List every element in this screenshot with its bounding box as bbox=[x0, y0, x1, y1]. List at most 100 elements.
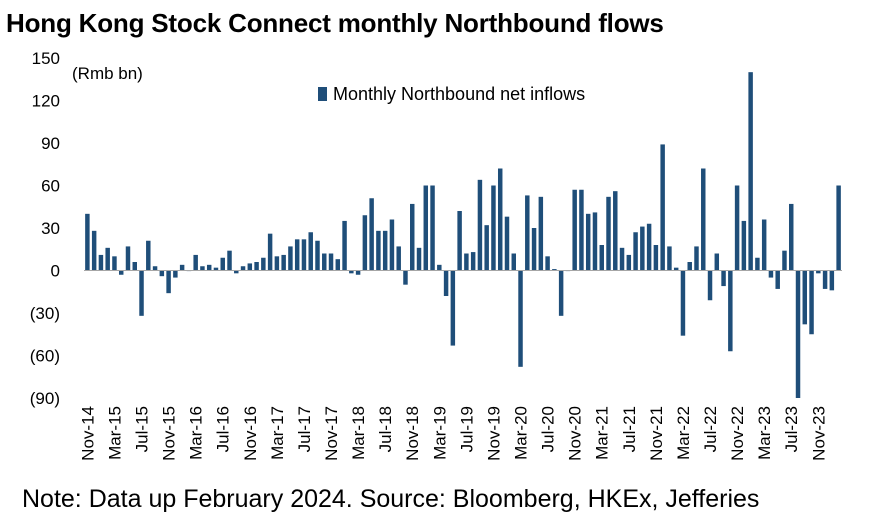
y-axis: 150 120 90 60 30 0 (30) (60) (90) bbox=[30, 49, 60, 408]
bar bbox=[680, 270, 686, 336]
x-tick-label: Jul-20 bbox=[539, 406, 558, 452]
bar bbox=[673, 267, 679, 271]
bar bbox=[362, 215, 368, 271]
bar bbox=[511, 253, 516, 271]
x-tick-label: Mar-16 bbox=[187, 406, 206, 460]
bar bbox=[829, 270, 835, 291]
bar bbox=[525, 195, 530, 271]
x-tick-label: Jul-15 bbox=[133, 406, 152, 452]
bar bbox=[396, 246, 401, 271]
y-tick-label: 30 bbox=[41, 219, 60, 238]
bar bbox=[457, 211, 462, 271]
bar bbox=[633, 232, 638, 271]
bar bbox=[667, 246, 672, 271]
bar bbox=[389, 219, 395, 271]
y-tick-label: (30) bbox=[30, 304, 60, 323]
bar bbox=[423, 185, 429, 271]
bar bbox=[761, 219, 767, 271]
bar bbox=[200, 266, 205, 271]
bar bbox=[477, 179, 483, 271]
bar bbox=[247, 263, 253, 271]
bar bbox=[802, 270, 808, 325]
bar bbox=[220, 257, 225, 271]
bar bbox=[491, 185, 496, 271]
x-tick-label: Nov-14 bbox=[78, 406, 97, 461]
bar bbox=[173, 270, 178, 278]
legend-label: Monthly Northbound net inflows bbox=[333, 84, 585, 104]
bar bbox=[152, 266, 158, 271]
bar bbox=[646, 223, 652, 271]
bar bbox=[687, 262, 692, 271]
x-tick-label: Nov-18 bbox=[403, 406, 422, 461]
bar bbox=[281, 254, 286, 271]
bar bbox=[795, 270, 801, 398]
bar bbox=[193, 254, 198, 271]
bar bbox=[599, 245, 604, 271]
bar bbox=[450, 270, 456, 346]
bar bbox=[274, 256, 280, 271]
x-tick-label: Jul-22 bbox=[701, 406, 720, 452]
bar bbox=[443, 270, 449, 296]
bar bbox=[613, 191, 618, 271]
bar bbox=[105, 247, 110, 271]
bar bbox=[606, 196, 611, 271]
bars bbox=[85, 72, 841, 398]
x-tick-label: Nov-17 bbox=[322, 406, 341, 461]
x-tick-label: Mar-19 bbox=[430, 406, 449, 460]
x-tick-label: Nov-19 bbox=[484, 406, 503, 461]
bar bbox=[322, 253, 327, 271]
bar bbox=[484, 225, 489, 271]
bar bbox=[558, 270, 564, 316]
bar bbox=[619, 247, 625, 271]
x-tick-label: Jul-23 bbox=[782, 406, 801, 452]
bar bbox=[653, 245, 659, 271]
bar bbox=[146, 240, 151, 271]
bar bbox=[301, 239, 307, 271]
bar bbox=[497, 168, 503, 271]
bar bbox=[403, 270, 408, 285]
source-note: Note: Data up February 2024. Source: Blo… bbox=[22, 485, 760, 513]
x-tick-label: Jul-21 bbox=[620, 406, 639, 452]
x-tick-label: Nov-21 bbox=[647, 406, 666, 461]
bar bbox=[707, 270, 713, 301]
bar bbox=[328, 253, 334, 271]
bar bbox=[660, 144, 665, 271]
bar bbox=[213, 267, 219, 271]
bar bbox=[369, 198, 374, 271]
x-tick-label: Mar-23 bbox=[755, 406, 774, 460]
x-tick-label: Nov-15 bbox=[160, 406, 179, 461]
y-tick-label: 90 bbox=[41, 134, 60, 153]
y-tick-label: 60 bbox=[41, 177, 60, 196]
y-tick-label: 150 bbox=[32, 49, 60, 68]
x-tick-label: Jul-16 bbox=[214, 406, 233, 452]
x-axis: Nov-14 Mar-15 Jul-15 Nov-15 Mar-16 Jul-16 Nov-… bbox=[78, 406, 828, 461]
bar bbox=[721, 270, 726, 287]
bar bbox=[85, 213, 90, 271]
bar bbox=[410, 203, 415, 271]
x-tick-label: Nov-23 bbox=[809, 406, 828, 461]
bar bbox=[816, 270, 821, 274]
bar bbox=[579, 189, 584, 271]
bar bbox=[504, 216, 510, 271]
bar-chart: 150 120 90 60 30 0 (30) (60) (90) (Rmb bn) Month… bbox=[30, 49, 842, 461]
bar bbox=[437, 264, 442, 271]
bar bbox=[267, 233, 273, 271]
bar bbox=[382, 230, 388, 271]
bar bbox=[782, 250, 787, 271]
bar bbox=[836, 185, 841, 271]
bar bbox=[755, 257, 760, 271]
bar bbox=[734, 185, 740, 271]
bar bbox=[91, 230, 97, 271]
bar bbox=[98, 254, 104, 271]
bar bbox=[470, 252, 476, 271]
bar bbox=[572, 189, 577, 271]
chart-title: Hong Kong Stock Connect monthly Northbou… bbox=[6, 8, 664, 38]
bar bbox=[518, 270, 523, 367]
bar bbox=[545, 256, 550, 271]
y-tick-label: 120 bbox=[32, 92, 60, 111]
x-tick-label: Jul-17 bbox=[295, 406, 314, 452]
bar bbox=[179, 264, 185, 271]
legend: Monthly Northbound net inflows bbox=[318, 84, 585, 104]
x-tick-label: Nov-16 bbox=[241, 406, 260, 461]
bar bbox=[166, 270, 171, 294]
